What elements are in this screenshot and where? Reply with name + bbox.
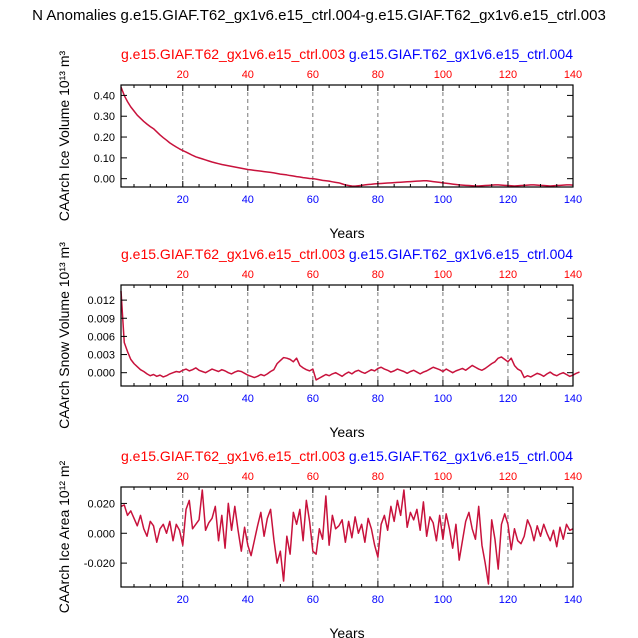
x-tick-label-top: 40 [242,471,254,483]
x-tick-label-top: 40 [242,269,254,281]
y-axis-title: CAArch Ice Area 10¹² m² [56,460,72,613]
case-label-blue: g.e15.GIAF.T62_gx1v6.e15_ctrl.004 [349,246,573,262]
x-tick-label-top: 120 [499,471,517,483]
y-tick-label: 0.000 [87,368,115,380]
x-tick-label: 60 [307,594,319,606]
x-tick-label-top: 100 [434,69,452,81]
x-tick-label-top: 60 [307,69,319,81]
x-tick-label-top: 80 [372,471,384,483]
x-tick-label-top: 140 [564,69,582,81]
x-tick-label: 120 [499,194,517,206]
series-line [120,86,574,187]
x-tick-label: 60 [307,393,319,405]
x-tick-label-top: 20 [177,269,189,281]
y-tick-label: 0.003 [87,350,115,362]
x-tick-label: 100 [434,594,452,606]
y-tick-label: 0.020 [87,498,115,510]
x-tick-label: 100 [434,393,452,405]
x-tick-label: 60 [307,194,319,206]
y-tick-label: 0.10 [94,153,115,165]
x-tick-label-top: 120 [499,69,517,81]
y-tick-label: 0.30 [94,111,115,123]
case-label-red: g.e15.GIAF.T62_gx1v6.e15_ctrl.003 [121,46,345,62]
panel-ice-area: 20 20 40 40 60 60 80 80 100 100 120 120 140 140 0.020 0… [56,448,582,638]
case-label-red: g.e15.GIAF.T62_gx1v6.e15_ctrl.003 [121,246,345,262]
x-tick-label: 140 [564,194,582,206]
x-tick-label: 120 [499,594,517,606]
x-tick-label-top: 100 [434,471,452,483]
x-tick-label: 100 [434,194,452,206]
y-tick-label: 0.20 [94,132,115,144]
y-tick-label: 0.006 [87,331,115,343]
x-tick-label: 80 [372,194,384,206]
x-tick-label: 80 [372,393,384,405]
y-tick-label: 0.009 [87,313,115,325]
x-tick-label-top: 120 [499,269,517,281]
y-tick-label: -0.020 [84,558,115,570]
x-tick-label-top: 140 [564,471,582,483]
x-tick-label-top: 20 [177,471,189,483]
x-tick-label: 20 [177,594,189,606]
x-tick-label: 140 [564,393,582,405]
y-tick-label: 0.000 [87,528,115,540]
x-tick-label: 20 [177,194,189,206]
x-axis-title: Years [329,424,364,440]
x-axis-title: Years [329,625,364,638]
y-tick-label: 0.012 [87,295,115,307]
series-line [120,291,580,381]
x-tick-label-top: 100 [434,269,452,281]
plot-frame [120,284,574,387]
x-tick-label: 40 [242,194,254,206]
x-tick-label-top: 60 [307,471,319,483]
figure-title: N Anomalies g.e15.GIAF.T62_gx1v6.e15_ctr… [32,7,606,24]
case-label-red: g.e15.GIAF.T62_gx1v6.e15_ctrl.003 [121,448,345,464]
plot-frame [120,486,574,588]
plot-frame [120,84,574,188]
x-tick-label-top: 80 [372,269,384,281]
y-tick-label: 0.40 [94,90,115,102]
series-line [120,489,574,585]
x-tick-label-top: 80 [372,69,384,81]
case-label-blue: g.e15.GIAF.T62_gx1v6.e15_ctrl.004 [349,46,573,62]
y-axis-title: CAArch Ice Volume 10¹³ m³ [56,50,72,221]
x-axis-title: Years [329,225,364,241]
y-axis-title: CAArch Snow Volume 10¹³ m³ [56,242,72,429]
x-tick-label: 20 [177,393,189,405]
x-tick-label-top: 40 [242,69,254,81]
case-label-blue: g.e15.GIAF.T62_gx1v6.e15_ctrl.004 [349,448,573,464]
x-tick-label-top: 60 [307,269,319,281]
x-tick-label: 140 [564,594,582,606]
panel-ice-volume: 20 20 40 40 60 60 80 80 100 100 120 120 140 140 0.40 0.… [56,46,582,241]
y-tick-label: 0.00 [94,174,115,186]
x-tick-label: 40 [242,594,254,606]
x-tick-label: 80 [372,594,384,606]
x-tick-label: 120 [499,393,517,405]
x-tick-label-top: 140 [564,269,582,281]
x-tick-label: 40 [242,393,254,405]
panel-snow-volume: 20 20 40 40 60 60 80 80 100 100 120 120 140 140 0.012 0… [56,242,582,440]
x-tick-label-top: 20 [177,69,189,81]
